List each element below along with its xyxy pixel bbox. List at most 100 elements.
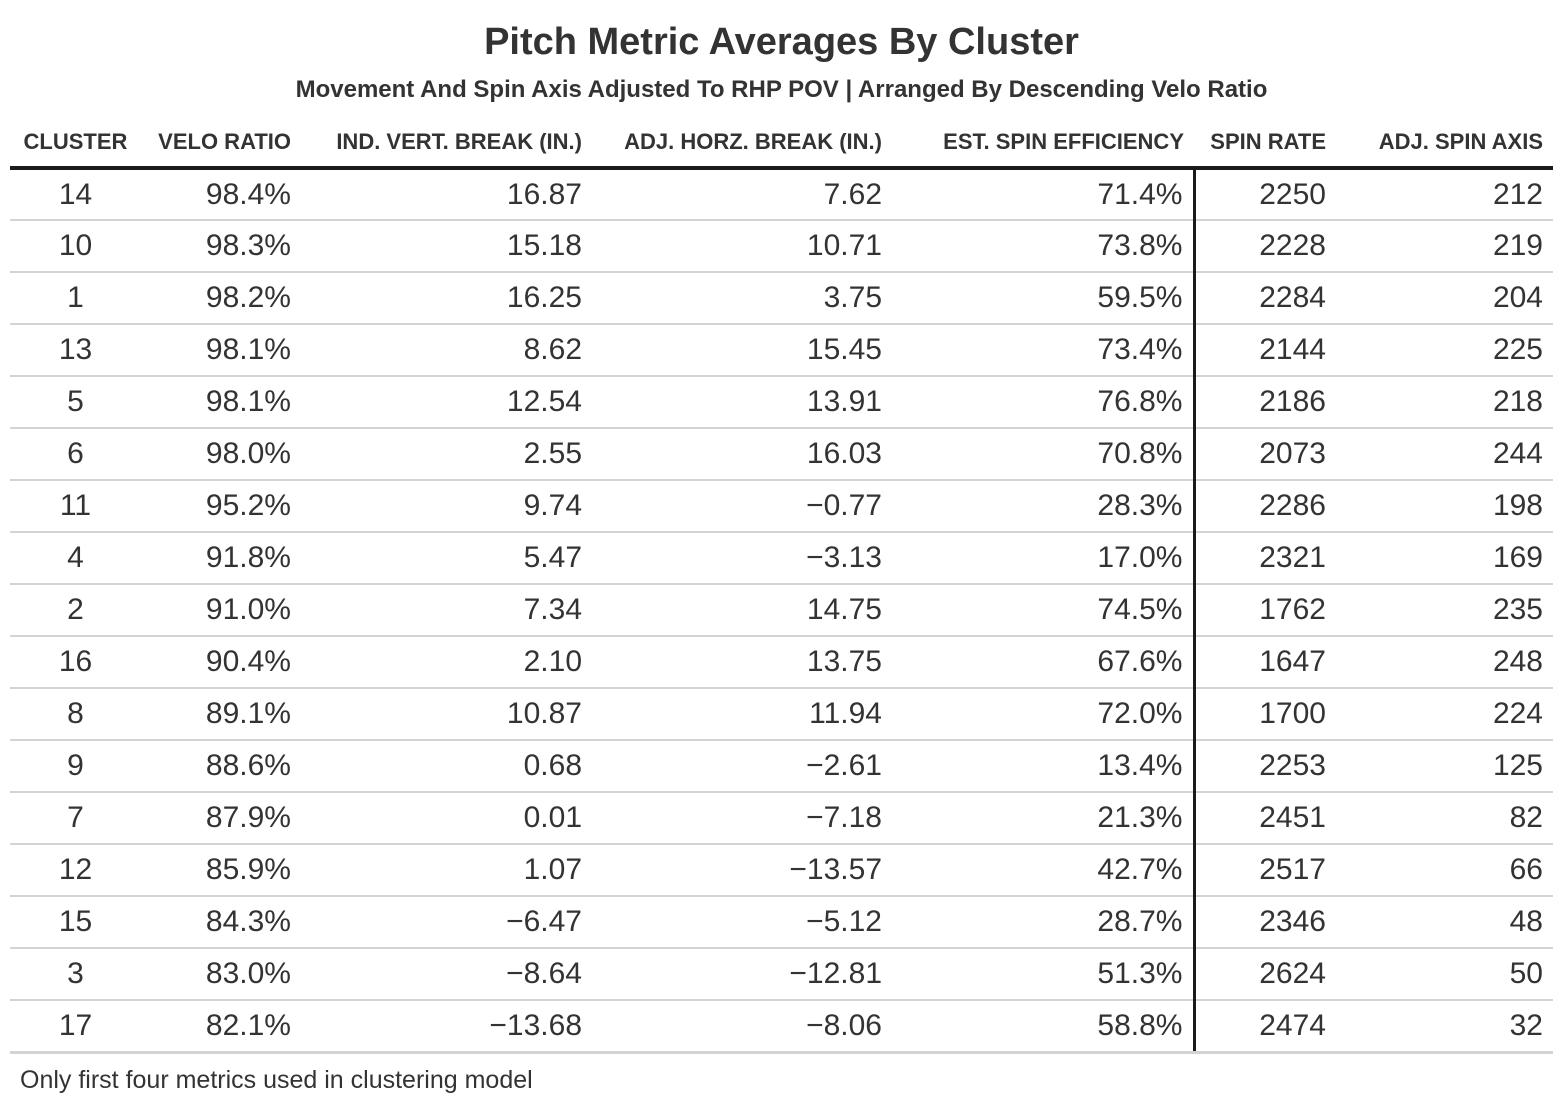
cell-ind-vert-break: −13.68 [301, 1000, 592, 1054]
cell-adj-spin-axis: 204 [1336, 272, 1553, 325]
cell-velo-ratio: 98.2% [141, 272, 301, 325]
cell-cluster: 3 [10, 948, 141, 1001]
cell-adj-horz-break: −2.61 [592, 740, 892, 793]
cell-adj-horz-break: −0.77 [592, 480, 892, 533]
cell-spin-rate: 2321 [1194, 532, 1336, 585]
cell-ind-vert-break: 2.55 [301, 428, 592, 481]
header-row: CLUSTER VELO RATIO IND. VERT. BREAK (IN.… [10, 118, 1553, 170]
cell-adj-horz-break: −13.57 [592, 844, 892, 897]
cell-adj-horz-break: 13.91 [592, 376, 892, 429]
cell-ind-vert-break: −6.47 [301, 896, 592, 949]
cell-est-spin-efficiency: 13.4% [892, 740, 1196, 793]
table-row: 8 89.1% 10.87 11.94 72.0% 1700 224 [10, 688, 1553, 741]
cell-ind-vert-break: 12.54 [301, 376, 592, 429]
cell-spin-rate: 2517 [1194, 844, 1336, 897]
cell-velo-ratio: 88.6% [141, 740, 301, 793]
table-row: 4 91.8% 5.47 −3.13 17.0% 2321 169 [10, 532, 1553, 585]
cell-spin-rate: 2144 [1194, 324, 1336, 377]
cell-cluster: 4 [10, 532, 141, 585]
table-row: 1 98.2% 16.25 3.75 59.5% 2284 204 [10, 272, 1553, 325]
cell-est-spin-efficiency: 17.0% [892, 532, 1196, 585]
cell-velo-ratio: 89.1% [141, 688, 301, 741]
footnote: Only first four metrics used in clusteri… [20, 1066, 533, 1094]
table-row: 12 85.9% 1.07 −13.57 42.7% 2517 66 [10, 844, 1553, 897]
cell-cluster: 14 [10, 168, 141, 221]
cell-cluster: 5 [10, 376, 141, 429]
cell-adj-spin-axis: 169 [1336, 532, 1553, 585]
cell-ind-vert-break: 1.07 [301, 844, 592, 897]
cell-adj-spin-axis: 248 [1336, 636, 1553, 689]
table-row: 7 87.9% 0.01 −7.18 21.3% 2451 82 [10, 792, 1553, 845]
cell-velo-ratio: 91.8% [141, 532, 301, 585]
cell-velo-ratio: 98.1% [141, 324, 301, 377]
cell-spin-rate: 2286 [1194, 480, 1336, 533]
cell-velo-ratio: 83.0% [141, 948, 301, 1001]
cell-adj-spin-axis: 224 [1336, 688, 1553, 741]
column-header-velo-ratio: VELO RATIO [141, 118, 301, 170]
cell-ind-vert-break: 2.10 [301, 636, 592, 689]
cell-adj-horz-break: −5.12 [592, 896, 892, 949]
cell-velo-ratio: 98.1% [141, 376, 301, 429]
cell-cluster: 15 [10, 896, 141, 949]
cell-cluster: 10 [10, 220, 141, 273]
table-row: 9 88.6% 0.68 −2.61 13.4% 2253 125 [10, 740, 1553, 793]
table-title: Pitch Metric Averages By Cluster [484, 21, 1079, 63]
cell-ind-vert-break: 5.47 [301, 532, 592, 585]
cell-adj-spin-axis: 244 [1336, 428, 1553, 481]
cell-velo-ratio: 84.3% [141, 896, 301, 949]
cell-velo-ratio: 98.3% [141, 220, 301, 273]
cell-ind-vert-break: 10.87 [301, 688, 592, 741]
cell-ind-vert-break: 15.18 [301, 220, 592, 273]
cell-est-spin-efficiency: 58.8% [892, 1000, 1196, 1054]
cell-ind-vert-break: 9.74 [301, 480, 592, 533]
cell-spin-rate: 2346 [1194, 896, 1336, 949]
cell-adj-horz-break: 7.62 [592, 168, 892, 221]
cell-adj-spin-axis: 219 [1336, 220, 1553, 273]
cell-spin-rate: 2073 [1194, 428, 1336, 481]
cell-adj-spin-axis: 48 [1336, 896, 1553, 949]
cell-velo-ratio: 87.9% [141, 792, 301, 845]
cell-adj-horz-break: 13.75 [592, 636, 892, 689]
cell-est-spin-efficiency: 67.6% [892, 636, 1196, 689]
cell-spin-rate: 2284 [1194, 272, 1336, 325]
cell-spin-rate: 1762 [1194, 584, 1336, 637]
cell-velo-ratio: 91.0% [141, 584, 301, 637]
cell-est-spin-efficiency: 73.4% [892, 324, 1196, 377]
cell-cluster: 1 [10, 272, 141, 325]
cell-cluster: 9 [10, 740, 141, 793]
table-row: 2 91.0% 7.34 14.75 74.5% 1762 235 [10, 584, 1553, 637]
cell-adj-horz-break: 14.75 [592, 584, 892, 637]
cell-ind-vert-break: 0.68 [301, 740, 592, 793]
cell-velo-ratio: 82.1% [141, 1000, 301, 1054]
cell-cluster: 8 [10, 688, 141, 741]
table-row: 15 84.3% −6.47 −5.12 28.7% 2346 48 [10, 896, 1553, 949]
cell-est-spin-efficiency: 59.5% [892, 272, 1196, 325]
cell-spin-rate: 2624 [1194, 948, 1336, 1001]
cell-adj-horz-break: −7.18 [592, 792, 892, 845]
cell-adj-spin-axis: 66 [1336, 844, 1553, 897]
cell-spin-rate: 2228 [1194, 220, 1336, 273]
cell-adj-horz-break: −12.81 [592, 948, 892, 1001]
column-header-cluster: CLUSTER [10, 118, 141, 170]
cell-est-spin-efficiency: 74.5% [892, 584, 1196, 637]
table-row: 5 98.1% 12.54 13.91 76.8% 2186 218 [10, 376, 1553, 429]
cell-spin-rate: 2250 [1194, 168, 1336, 221]
cell-est-spin-efficiency: 76.8% [892, 376, 1196, 429]
cell-adj-spin-axis: 50 [1336, 948, 1553, 1001]
cell-adj-spin-axis: 225 [1336, 324, 1553, 377]
cell-cluster: 16 [10, 636, 141, 689]
cell-est-spin-efficiency: 72.0% [892, 688, 1196, 741]
cell-est-spin-efficiency: 28.3% [892, 480, 1196, 533]
cell-velo-ratio: 95.2% [141, 480, 301, 533]
cell-velo-ratio: 98.0% [141, 428, 301, 481]
table-row: 3 83.0% −8.64 −12.81 51.3% 2624 50 [10, 948, 1553, 1001]
table-row: 11 95.2% 9.74 −0.77 28.3% 2286 198 [10, 480, 1553, 533]
cell-cluster: 7 [10, 792, 141, 845]
cell-adj-horz-break: 3.75 [592, 272, 892, 325]
cell-velo-ratio: 90.4% [141, 636, 301, 689]
cell-adj-spin-axis: 82 [1336, 792, 1553, 845]
cell-est-spin-efficiency: 73.8% [892, 220, 1196, 273]
cell-est-spin-efficiency: 21.3% [892, 792, 1196, 845]
cell-adj-spin-axis: 235 [1336, 584, 1553, 637]
cell-adj-horz-break: 16.03 [592, 428, 892, 481]
